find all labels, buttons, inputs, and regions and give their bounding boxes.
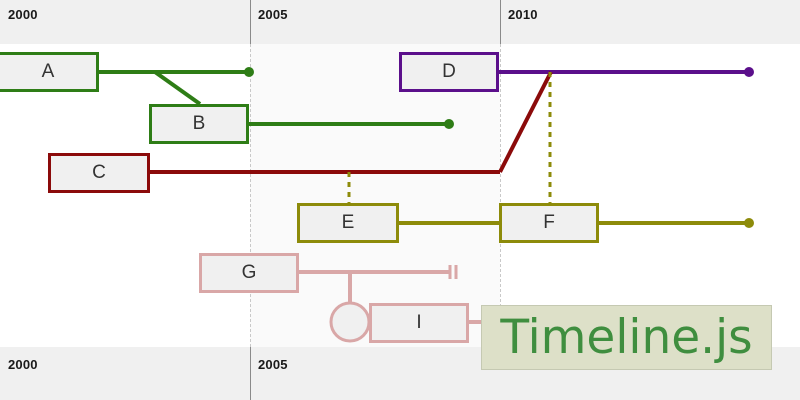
axis-top-label-2010: 2010 <box>508 7 538 22</box>
watermark-label: Timeline.js <box>500 310 753 365</box>
event-box-e[interactable]: E <box>297 203 399 243</box>
timeline-plot-area: A B C D E F G I <box>0 44 800 347</box>
event-box-label: F <box>543 212 555 233</box>
event-box-label: A <box>41 61 55 82</box>
event-box-g[interactable]: G <box>199 253 299 293</box>
axis-bottom-label-2005: 2005 <box>258 357 288 372</box>
axis-bottom-label-2000: 2000 <box>8 357 38 372</box>
axis-header-top: 2000 2005 2010 <box>0 0 800 44</box>
event-box-label: E <box>341 212 355 233</box>
gridline-2010 <box>500 44 501 347</box>
event-box-f[interactable]: F <box>499 203 599 243</box>
event-box-a[interactable]: A <box>0 52 99 92</box>
timeline-js-watermark: Timeline.js <box>481 305 772 370</box>
track-a-end-dot <box>244 67 254 77</box>
event-box-label: I <box>416 312 422 333</box>
circle-node[interactable] <box>329 301 371 343</box>
event-box-label: B <box>192 113 206 134</box>
axis-top-label-2005: 2005 <box>258 7 288 22</box>
event-box-i[interactable]: I <box>369 303 469 343</box>
track-b-end-dot <box>444 119 454 129</box>
event-box-label: C <box>92 162 106 183</box>
event-box-label: G <box>241 262 257 283</box>
event-box-d[interactable]: D <box>399 52 499 92</box>
track-f-end-dot <box>744 218 754 228</box>
a-to-b <box>153 70 202 106</box>
track-d-end-dot <box>744 67 754 77</box>
axis-top-label-2000: 2000 <box>8 7 38 22</box>
event-box-b[interactable]: B <box>149 104 249 144</box>
event-box-label: D <box>442 61 456 82</box>
axis-tick <box>250 0 251 44</box>
event-box-c[interactable]: C <box>48 153 150 193</box>
axis-tick <box>250 347 251 400</box>
axis-tick <box>500 0 501 44</box>
column-shade-2005 <box>250 44 500 347</box>
c-to-d <box>498 71 553 173</box>
gridline-2005 <box>250 44 251 347</box>
